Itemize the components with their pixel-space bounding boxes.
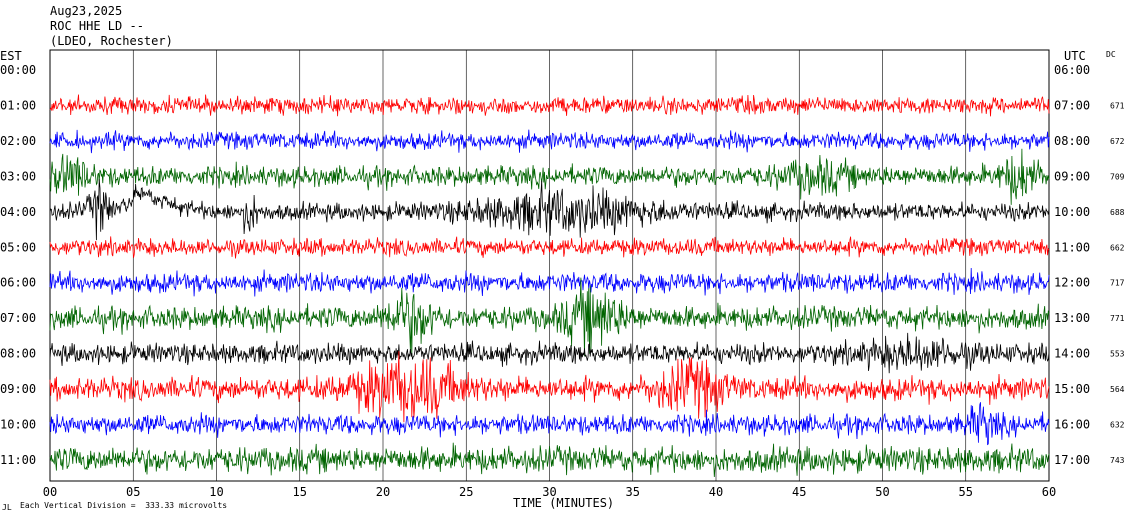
dc-value-label: 743 [1110,456,1125,465]
utc-time-label: 08:00 [1054,134,1090,148]
dc-value-label: 771 [1110,314,1125,323]
x-tick-label: 50 [875,485,889,499]
x-tick-label: 45 [792,485,806,499]
x-tick-label: 15 [293,485,307,499]
trace-0600 [49,267,1050,297]
dc-value-label: 672 [1110,137,1125,146]
est-time-label: 05:00 [0,240,36,254]
x-tick-label: 05 [126,485,140,499]
trace-0700 [49,277,1050,357]
trace-1100 [49,442,1050,478]
est-time-label: 09:00 [0,382,36,396]
utc-time-label: 17:00 [1054,453,1090,467]
est-time-label: 07:00 [0,311,36,325]
utc-time-label: 09:00 [1054,169,1090,183]
utc-time-label: 16:00 [1054,418,1090,432]
x-tick-label: 10 [209,485,223,499]
utc-time-label: 06:00 [1054,63,1090,77]
x-tick-label: 35 [626,485,640,499]
est-time-label: 11:00 [0,453,36,467]
trace-1000 [49,402,1050,446]
right-axis-title: UTC [1064,49,1086,63]
dc-value-label: 688 [1110,208,1125,217]
utc-time-label: 11:00 [1054,240,1090,254]
dc-value-label: 717 [1110,279,1125,288]
est-time-label: 08:00 [0,347,36,361]
x-tick-label: 30 [542,485,556,499]
dc-value-label: 632 [1110,421,1125,430]
trace-0200 [49,129,1050,154]
utc-time-label: 13:00 [1054,311,1090,325]
utc-time-label: 12:00 [1054,276,1090,290]
header-station: ROC HHE LD -- [50,19,144,33]
utc-time-label: 07:00 [1054,98,1090,112]
dc-value-label: 671 [1110,101,1125,110]
est-time-label: 04:00 [0,205,36,219]
x-tick-label: 40 [709,485,723,499]
est-time-label: 00:00 [0,63,36,77]
dc-value-label: 553 [1110,350,1125,359]
dc-value-label: 709 [1110,172,1125,181]
x-tick-label: 60 [1042,485,1056,499]
dc-value-label: 662 [1110,243,1125,252]
header-date: Aug23,2025 [50,4,123,18]
utc-time-label: 14:00 [1054,347,1090,361]
trace-0300 [49,148,1050,205]
header-network: (LDEO, Rochester) [50,34,173,48]
x-tick-label: 55 [959,485,973,499]
x-tick-label: 25 [459,485,473,499]
footer-note: Each Vertical Division = 333.33 microvol… [20,501,228,510]
dc-title: DC [1106,50,1116,59]
dc-value-label: 564 [1110,385,1125,394]
x-axis-title: TIME (MINUTES) [513,496,615,510]
est-time-label: 03:00 [0,169,36,183]
est-time-label: 01:00 [0,98,36,112]
x-tick-label: 00 [43,485,57,499]
trace-0500 [49,236,1050,259]
footer-mark: JL [2,503,12,512]
trace-0100 [49,94,1050,117]
est-time-label: 06:00 [0,276,36,290]
trace-0800 [49,332,1050,374]
trace-0900 [49,351,1050,423]
left-axis-title: EST [0,49,22,63]
est-time-label: 10:00 [0,418,36,432]
trace-0400 [49,179,1050,241]
x-tick-label: 20 [376,485,390,499]
utc-time-label: 15:00 [1054,382,1090,396]
est-time-label: 02:00 [0,134,36,148]
utc-time-label: 10:00 [1054,205,1090,219]
